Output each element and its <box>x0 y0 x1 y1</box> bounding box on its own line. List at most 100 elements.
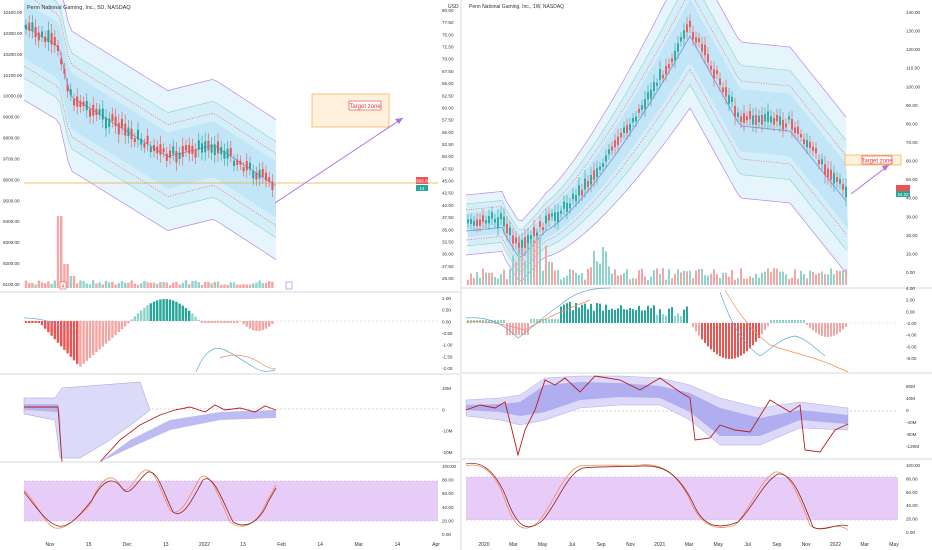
candle-body <box>560 210 562 214</box>
time-tick-label: 15 <box>86 542 92 548</box>
volume-bar <box>803 274 805 285</box>
candle-body <box>117 122 120 135</box>
time-tick-label: 14 <box>395 542 401 548</box>
macd-bar <box>839 323 841 332</box>
volume-bar <box>794 269 796 285</box>
volume-bar <box>178 284 181 288</box>
left-toggle-box[interactable] <box>285 281 293 290</box>
left-macd-pane[interactable]: 1.00 0.50 0.00 -0.50 -1.00 -1.50 -2.00 <box>23 296 453 373</box>
right-price-pane[interactable]: Target zone Penn National Gaming, Inc., … <box>442 0 920 285</box>
left-macd-line <box>23 317 276 373</box>
macd-bar <box>60 321 63 347</box>
volume-bar <box>839 270 841 285</box>
axis-tick-label: 42.50 <box>442 191 454 196</box>
volume-bar <box>656 268 658 285</box>
volume-bar <box>614 269 616 285</box>
macd-bar <box>596 303 598 323</box>
macd-bar <box>731 323 733 359</box>
candle-body <box>665 66 667 75</box>
candle-body <box>491 212 493 219</box>
axis-tick-label: 70.00 <box>906 140 918 145</box>
right-oscillator-pane[interactable]: 80M 40M 0 -40M -80M -120M <box>465 375 919 457</box>
macd-bar <box>788 320 790 323</box>
macd-bar <box>28 321 31 323</box>
axis-tick-label: 80.00 <box>906 476 918 481</box>
candle-body <box>255 172 258 180</box>
macd-bar <box>509 323 511 335</box>
candle-body <box>674 50 676 61</box>
macd-bar <box>204 321 207 323</box>
volume-bar <box>701 268 703 285</box>
right-stochastic-band <box>466 477 898 520</box>
candle-body <box>791 118 793 130</box>
candle-body <box>226 148 229 159</box>
right-price-tag-value: 44.22 <box>897 192 909 197</box>
volume-bar <box>836 270 838 285</box>
volume-bar <box>85 283 88 288</box>
macd-bar <box>677 313 679 323</box>
candle-body <box>608 149 610 155</box>
candle-body <box>105 117 107 129</box>
volume-bar <box>216 281 220 288</box>
left-signal-line <box>219 354 277 370</box>
axis-tick-label: 80.00 <box>442 8 454 13</box>
macd-bar <box>34 321 37 323</box>
volume-bar <box>725 272 727 285</box>
volume-bar <box>533 240 535 285</box>
macd-bar <box>716 323 718 355</box>
band-edge <box>62 0 277 120</box>
macd-bar <box>515 323 517 335</box>
candle-body <box>488 215 490 224</box>
macd-bar <box>692 323 694 328</box>
left-oscillator-pane[interactable]: 10M 0 -10M -20M <box>23 381 453 463</box>
macd-bar <box>172 300 175 321</box>
macd-bar <box>725 323 727 359</box>
candle-body <box>473 221 475 226</box>
candle-body <box>698 37 700 43</box>
volume-bar <box>611 273 613 285</box>
volume-bar <box>72 276 76 288</box>
candle-body <box>581 189 583 196</box>
candle-body <box>37 32 40 41</box>
macd-bar <box>488 320 490 323</box>
candle-body <box>776 114 778 122</box>
candle-body <box>710 65 712 70</box>
right-macd-histogram <box>467 301 847 359</box>
macd-bar <box>220 321 223 323</box>
candle-body <box>536 232 538 236</box>
time-tick-label: 14 <box>317 542 323 548</box>
macd-bar <box>845 323 847 327</box>
time-tick-label: Nov <box>46 542 55 548</box>
volume-bar <box>521 240 523 285</box>
macd-bar <box>261 321 264 331</box>
right-left-price-axis: 80.00 77.50 75.00 72.50 70.00 67.50 65.00 62.50… <box>442 8 454 281</box>
time-tick-label: Sep <box>597 542 606 548</box>
candle-body <box>716 70 718 75</box>
axis-tick-label: 0 <box>906 408 909 413</box>
volume-bar <box>258 280 261 288</box>
left-stochastic-pane[interactable]: 100.00 80.00 60.00 40.00 20.00 0.00 <box>23 464 456 537</box>
volume-bar <box>236 284 239 288</box>
right-macd-pane[interactable]: 4.00 2.00 0.00 -2.00 -4.00 -6.00 -8.00 <box>465 286 917 373</box>
macd-bar <box>271 321 274 325</box>
candle-body <box>569 203 571 209</box>
volume-bar <box>181 282 184 288</box>
candle-body <box>66 84 69 92</box>
band-layer <box>24 2 276 218</box>
axis-tick-label: 9400.00 <box>3 219 20 224</box>
volume-bar <box>476 272 478 285</box>
macd-bar <box>133 316 136 321</box>
left-price-pane[interactable]: Target zone Penn National Gaming, Inc., … <box>3 0 438 290</box>
volume-bar <box>120 281 124 288</box>
left-target-zone[interactable] <box>311 93 390 128</box>
macd-bar <box>827 323 829 337</box>
right-price-tag-secondary <box>896 191 910 197</box>
macd-bar <box>554 319 556 323</box>
volume-bar <box>704 275 706 285</box>
time-tick-label: Mar <box>860 542 869 548</box>
macd-bar <box>575 302 577 323</box>
macd-bar <box>611 308 613 323</box>
right-projection-arrow <box>850 164 890 195</box>
right-price-tag <box>896 185 910 191</box>
right-stochastic-pane[interactable]: 100.00 80.00 60.00 40.00 20.00 0.00 <box>465 462 920 535</box>
